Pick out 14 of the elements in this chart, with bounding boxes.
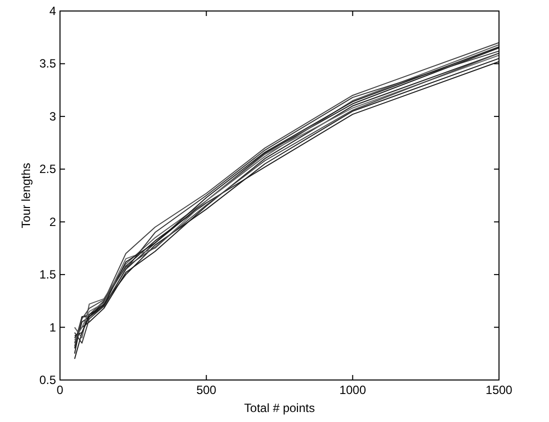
y-tick-label: 2.5 (39, 162, 56, 176)
x-tick-label: 1000 (339, 383, 366, 397)
y-tick-label: 4 (49, 4, 56, 18)
x-tick-label: 0 (56, 383, 64, 397)
y-tick-label: 1 (49, 320, 56, 334)
y-axis-title: Tour lengths (19, 162, 33, 228)
y-tick-label: 3 (49, 109, 56, 124)
y-tick-label: 2 (49, 214, 56, 229)
x-tick-label: 500 (196, 383, 217, 397)
y-tick-label: 1.5 (39, 268, 56, 282)
y-tick-label: 3.5 (39, 56, 56, 71)
x-axis-title: Total # points (244, 401, 315, 415)
x-tick-label: 1500 (486, 383, 513, 397)
y-tick-label: 0.5 (39, 373, 56, 387)
